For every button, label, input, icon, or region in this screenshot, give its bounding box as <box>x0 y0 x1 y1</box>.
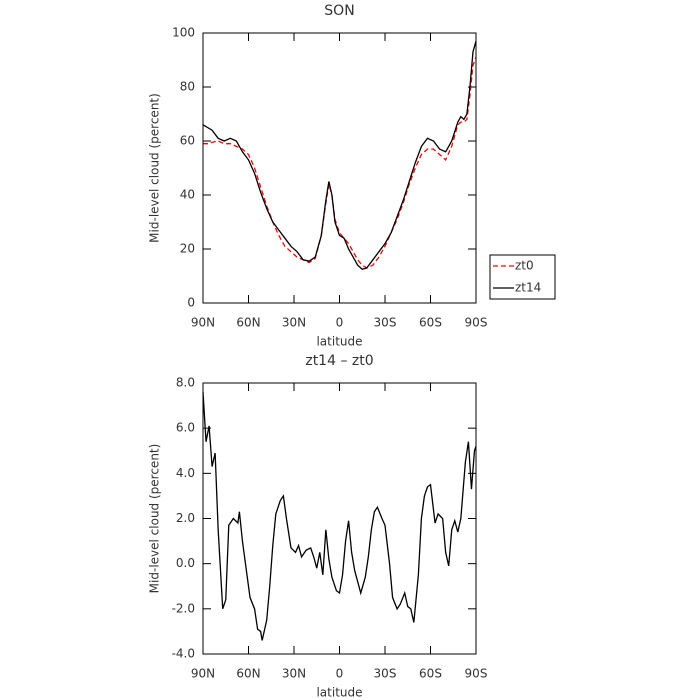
y-tick-label: 6.0 <box>176 421 195 435</box>
x-tick-label: 90S <box>465 316 488 330</box>
y-tick-label: 0 <box>187 296 195 310</box>
y-tick-label: -4.0 <box>172 647 195 661</box>
y-axis-label: Mid-level cloud (percent) <box>148 444 162 594</box>
x-tick-label: 60S <box>419 667 442 681</box>
legend-label: zt0 <box>515 259 534 273</box>
y-tick-label: 8.0 <box>176 376 195 390</box>
y-tick-label: 80 <box>180 80 195 94</box>
y-tick-label: 60 <box>180 134 195 148</box>
plot-frame <box>202 32 477 304</box>
x-tick-label: 30N <box>282 316 306 330</box>
chart-title: zt14 – zt0 <box>305 353 373 369</box>
y-tick-label: 40 <box>180 188 195 202</box>
data-line <box>202 40 477 270</box>
x-axis-label: latitude <box>316 686 362 700</box>
data-line <box>202 391 477 641</box>
y-tick-label: -2.0 <box>172 601 195 615</box>
x-tick-label: 0 <box>336 316 344 330</box>
y-tick-label: 0.0 <box>176 556 195 570</box>
x-tick-label: 90S <box>465 667 488 681</box>
x-tick-label: 60S <box>419 316 442 330</box>
x-tick-label: 30S <box>374 316 397 330</box>
x-tick-label: 0 <box>336 667 344 681</box>
y-tick-label: 2.0 <box>176 511 195 525</box>
x-tick-label: 90N <box>191 667 215 681</box>
x-axis-label: latitude <box>316 335 362 349</box>
x-tick-label: 30N <box>282 667 306 681</box>
x-tick-label: 60N <box>236 316 260 330</box>
x-tick-label: 60N <box>236 667 260 681</box>
x-tick-label: 30S <box>374 667 397 681</box>
y-tick-label: 100 <box>172 26 195 40</box>
y-tick-label: 4.0 <box>176 466 195 480</box>
y-tick-label: 20 <box>180 242 195 256</box>
y-axis-label: Mid-level cloud (percent) <box>148 93 162 243</box>
chart-title: SON <box>324 3 354 19</box>
legend-box <box>489 254 556 300</box>
legend-label: zt14 <box>515 281 541 295</box>
x-tick-label: 90N <box>191 316 215 330</box>
plot-frame <box>202 382 477 655</box>
data-line <box>203 57 477 269</box>
